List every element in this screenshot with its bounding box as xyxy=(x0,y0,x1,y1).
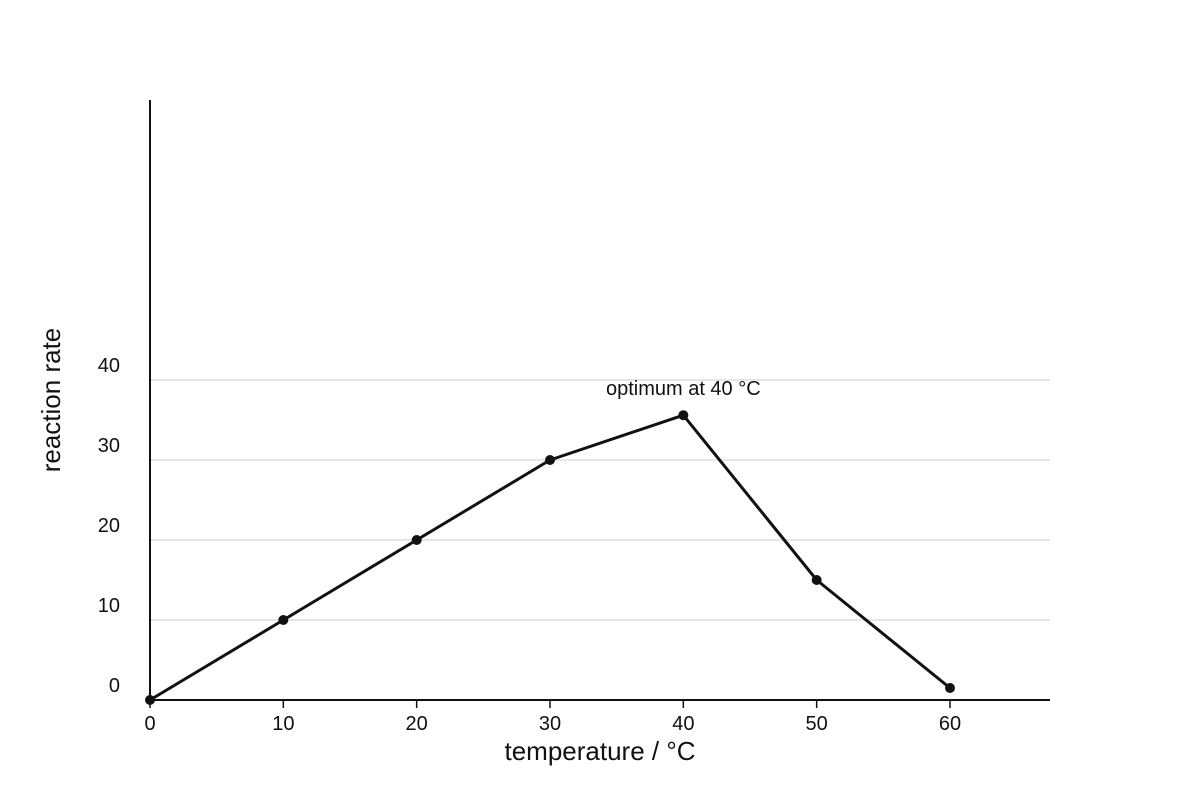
x-tick-label: 20 xyxy=(406,713,428,735)
x-axis-ticks: 0 10 20 30 40 50 60 xyxy=(144,700,961,735)
data-point xyxy=(678,410,689,421)
y-tick-label: 20 xyxy=(98,515,120,537)
grid-lines xyxy=(150,379,1050,621)
data-point xyxy=(545,455,555,465)
data-point xyxy=(278,615,289,625)
x-tick-label: 50 xyxy=(806,713,828,735)
y-tick-label: 30 xyxy=(98,435,120,457)
axes xyxy=(149,100,1050,701)
x-tick-label: 30 xyxy=(539,713,561,735)
data-point xyxy=(945,683,955,693)
data-point xyxy=(145,695,155,705)
y-axis-ticks: 0 10 20 30 40 xyxy=(98,355,120,697)
y-tick-label: 10 xyxy=(98,595,120,617)
x-tick-label: 0 xyxy=(144,713,155,735)
x-tick-label: 60 xyxy=(939,713,961,735)
x-tick-label: 10 xyxy=(272,713,294,735)
y-tick-label: 40 xyxy=(98,355,120,377)
series xyxy=(145,410,955,705)
data-point xyxy=(411,535,422,545)
annotations: optimum at 40 °C xyxy=(606,378,761,400)
x-axis-title: temperature / °C xyxy=(504,736,695,766)
y-tick-label: 0 xyxy=(109,675,120,697)
y-axis-title: reaction rate xyxy=(36,328,66,473)
data-point xyxy=(811,575,822,585)
x-tick-label: 40 xyxy=(672,713,694,735)
annotation-label: optimum at 40 °C xyxy=(606,378,761,400)
